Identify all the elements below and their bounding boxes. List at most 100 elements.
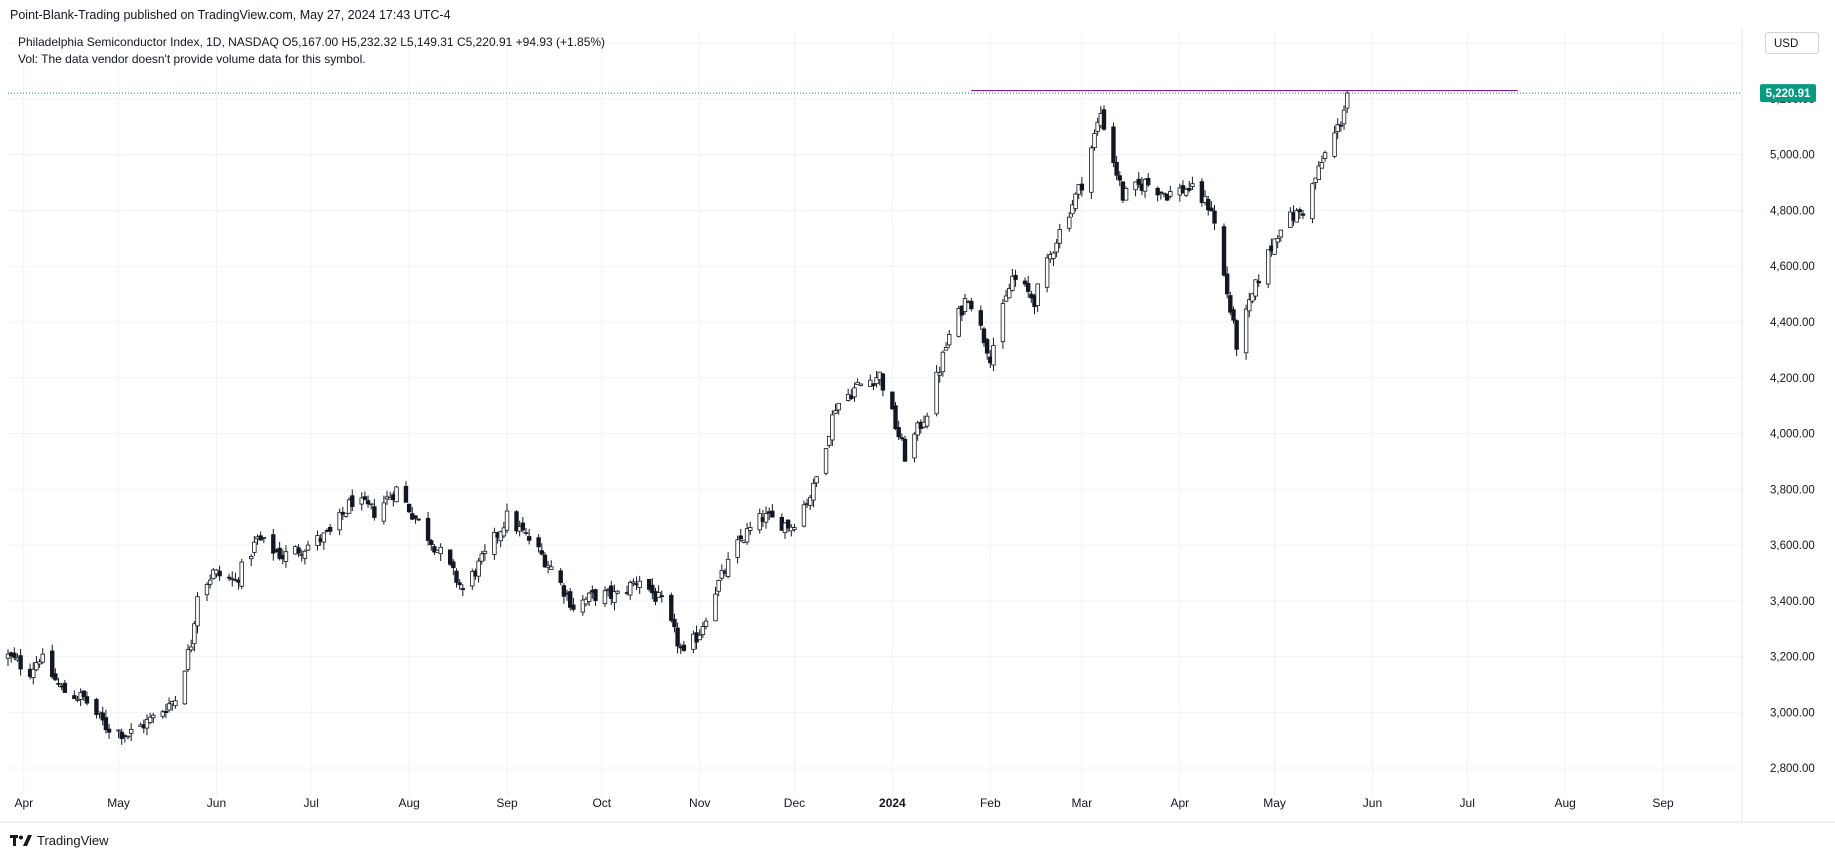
candle-up (1000, 303, 1006, 343)
candle-down (1101, 109, 1107, 130)
candle-up (1067, 216, 1072, 229)
candle-down (100, 712, 105, 721)
candle-up (602, 590, 608, 605)
candle-up (924, 415, 930, 427)
candle-up (249, 556, 254, 560)
candle-up (40, 653, 45, 663)
candle-up (188, 646, 194, 651)
candle-up (207, 579, 213, 585)
candle-up (359, 497, 364, 505)
y-tick-label: 4,600.00 (1770, 261, 1815, 273)
candle-up (1319, 162, 1325, 169)
candle-down (1117, 175, 1122, 181)
candle-down (1114, 162, 1119, 176)
y-tick-label: 3,000.00 (1770, 707, 1815, 719)
candle-up (549, 566, 554, 570)
candle-down (978, 310, 984, 326)
candle-up (940, 351, 946, 373)
y-tick-label: 4,800.00 (1770, 205, 1815, 217)
candle-up (580, 599, 586, 613)
candle-down (451, 561, 456, 569)
x-tick-label: Nov (689, 796, 710, 810)
candle-down (539, 550, 544, 555)
candle-down (893, 405, 898, 430)
x-tick-label: Oct (592, 796, 611, 810)
candle-up (173, 700, 178, 707)
candle-down (1221, 226, 1227, 276)
candle-down (890, 391, 895, 410)
candle-up (700, 626, 706, 635)
candle-up (1341, 109, 1347, 125)
candle-up (912, 433, 917, 459)
candle-up (37, 661, 42, 665)
candle-up (874, 377, 879, 385)
candle-down (520, 522, 526, 531)
candle-up (501, 527, 507, 537)
candle-up (147, 716, 153, 723)
candle-down (12, 652, 17, 658)
x-tick-label: Sep (1652, 796, 1674, 810)
candle-up (1272, 238, 1277, 255)
candle-up (991, 345, 996, 366)
candle-down (593, 589, 598, 602)
candle-down (1256, 280, 1261, 284)
candle-up (504, 510, 510, 531)
candle-up (1161, 192, 1167, 195)
candle-down (447, 549, 453, 565)
candle-down (296, 547, 301, 554)
candle-up (1310, 183, 1315, 220)
candle-down (880, 373, 886, 391)
candle-down (981, 328, 987, 344)
candle-down (103, 717, 109, 731)
candle-up (394, 486, 399, 503)
candle-up (479, 553, 484, 562)
x-tick-label: Jun (1363, 796, 1382, 810)
currency-button[interactable]: USD (1765, 32, 1819, 54)
candle-down (1297, 209, 1303, 213)
candle-up (1057, 229, 1062, 244)
candle-down (1022, 280, 1028, 285)
candle-up (1183, 188, 1189, 196)
candle-up (956, 308, 961, 337)
candle-up (1010, 275, 1015, 291)
candle-up (1089, 147, 1094, 193)
candle-up (868, 379, 873, 387)
candle-down (536, 537, 541, 548)
footer: TradingView (10, 833, 109, 848)
candle-up (321, 532, 327, 543)
candle-up (545, 564, 551, 568)
candle-up (716, 580, 721, 592)
candle-up (166, 703, 172, 711)
candle-up (151, 714, 156, 719)
candle-up (470, 570, 475, 587)
candle-up (1092, 133, 1097, 149)
candle-up (305, 544, 311, 551)
candle-up (827, 435, 832, 446)
candle-up (615, 590, 620, 594)
candle-down (72, 695, 77, 700)
candle-up (261, 536, 267, 539)
candle-down (571, 604, 576, 610)
candle-up (808, 496, 813, 506)
volume-note: Vol: The data vendor doesn't provide vol… (18, 52, 366, 66)
candle-up (160, 711, 165, 717)
candle-down (1199, 181, 1205, 203)
candle-up (239, 561, 244, 587)
candle-up (369, 503, 374, 506)
candle-down (984, 339, 990, 354)
candle-up (937, 372, 942, 376)
y-tick-label: 5,000.00 (1770, 150, 1815, 162)
candle-up (1278, 229, 1284, 238)
price-chart[interactable]: 2,800.00 3,000.00 3,200.00 3,400.00 3,600.00… (0, 28, 1835, 828)
candle-down (94, 698, 99, 715)
candle-up (283, 551, 289, 562)
candle-down (84, 696, 90, 704)
candle-down (1231, 309, 1236, 321)
candle-down (1187, 187, 1192, 191)
candle-down (271, 534, 276, 554)
candle-down (871, 383, 876, 387)
last-price-badge (1760, 84, 1816, 103)
candle-up (748, 527, 753, 531)
candle-up (75, 698, 80, 701)
candle-up (204, 584, 210, 596)
